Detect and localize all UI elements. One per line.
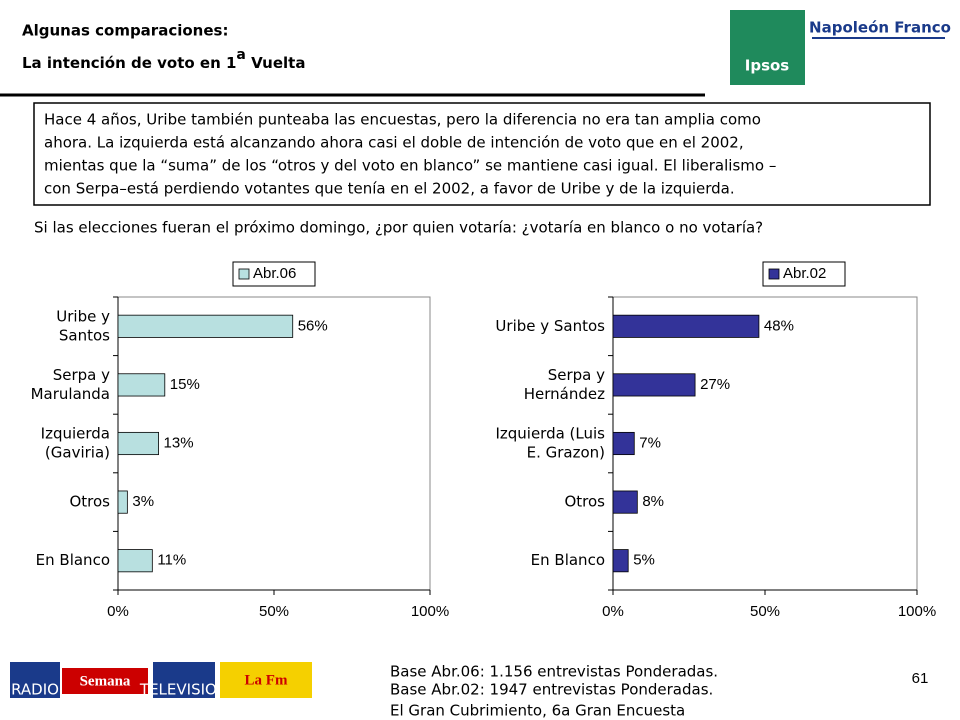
value-label: 7% xyxy=(639,434,661,451)
logo-text: TELEVISION xyxy=(139,681,228,699)
source: El Gran Cubrimiento, 6a Gran Encuesta xyxy=(390,702,685,720)
question: Si las elecciones fueran el próximo domi… xyxy=(34,219,763,237)
logo xyxy=(220,662,312,698)
ipsos-text: Ipsos xyxy=(745,57,790,75)
y-tick-label: Izquierda xyxy=(41,425,110,443)
y-tick-label: Santos xyxy=(59,326,110,344)
value-label: 56% xyxy=(298,317,328,334)
y-tick-label: Hernández xyxy=(524,385,605,403)
legend-box xyxy=(232,261,316,287)
value-label: 48% xyxy=(764,317,794,334)
x-tick-label: 100% xyxy=(898,603,936,620)
value-label: 27% xyxy=(700,376,730,393)
x-tick-label: 0% xyxy=(602,603,624,620)
logo xyxy=(62,668,148,694)
bar xyxy=(117,549,153,573)
logo-text: RADIO xyxy=(11,681,59,699)
bar xyxy=(117,314,294,338)
logo-text: Semana xyxy=(80,673,131,689)
value-label: 13% xyxy=(164,434,194,451)
title: Vuelta xyxy=(246,54,306,72)
y-tick-label: Otros xyxy=(69,493,110,511)
summary-line: Hace 4 años, Uribe también punteaba las … xyxy=(44,111,761,129)
summary-box xyxy=(33,102,931,206)
y-tick-label: En Blanco xyxy=(531,551,605,569)
y-tick-label: Uribe y xyxy=(56,307,110,325)
note: Base Abr.02: 1947 entrevistas Ponderadas… xyxy=(390,681,713,699)
legend-swatch xyxy=(768,268,780,280)
bar xyxy=(117,490,128,514)
bar xyxy=(612,431,635,456)
brand: Napoleón Franco xyxy=(809,19,951,37)
bar xyxy=(612,373,696,397)
bar xyxy=(612,314,760,338)
y-tick-label: Izquierda (Luis xyxy=(495,425,605,443)
x-tick-label: 0% xyxy=(107,603,129,620)
bar xyxy=(612,549,629,573)
legend-label: Abr.02 xyxy=(783,265,826,282)
bar xyxy=(612,490,638,514)
y-tick-label: (Gaviria) xyxy=(45,444,110,462)
summary-line: ahora. La izquierda está alcanzando ahor… xyxy=(44,134,744,152)
ipsos-logo xyxy=(730,10,805,85)
title-sup: a xyxy=(236,47,245,63)
y-tick-label: Serpa y xyxy=(548,366,605,384)
title: La intención de voto en 1 xyxy=(22,54,236,72)
value-label: 5% xyxy=(633,552,655,569)
y-tick-label: E. Grazon) xyxy=(527,444,605,462)
bar xyxy=(117,431,159,456)
title: Algunas comparaciones: xyxy=(22,22,228,40)
y-tick-label: En Blanco xyxy=(36,551,110,569)
logo-text: La Fm xyxy=(245,672,288,688)
y-tick-label: Marulanda xyxy=(31,385,110,403)
x-tick-label: 50% xyxy=(259,603,289,620)
value-label: 3% xyxy=(132,493,154,510)
legend-swatch xyxy=(238,268,250,280)
legend-label: Abr.06 xyxy=(253,265,296,282)
summary-line: mientas que la “suma” de los “otros y de… xyxy=(44,157,776,175)
title: La intención de voto en 1a Vuelta xyxy=(22,47,305,72)
page-number: 61 xyxy=(912,670,929,687)
value-label: 11% xyxy=(157,552,186,569)
x-tick-label: 100% xyxy=(411,603,449,620)
y-tick-label: Otros xyxy=(564,493,605,511)
logo xyxy=(153,662,215,698)
bar xyxy=(117,373,166,397)
x-tick-label: 50% xyxy=(750,603,780,620)
value-label: 15% xyxy=(170,376,200,393)
value-label: 8% xyxy=(642,493,664,510)
y-tick-label: Uribe y Santos xyxy=(495,317,605,335)
logo xyxy=(10,662,60,698)
note: Base Abr.06: 1.156 entrevistas Ponderada… xyxy=(390,663,718,681)
summary-line: con Serpa–está perdiendo votantes que te… xyxy=(44,180,735,198)
y-tick-label: Serpa y xyxy=(53,366,110,384)
